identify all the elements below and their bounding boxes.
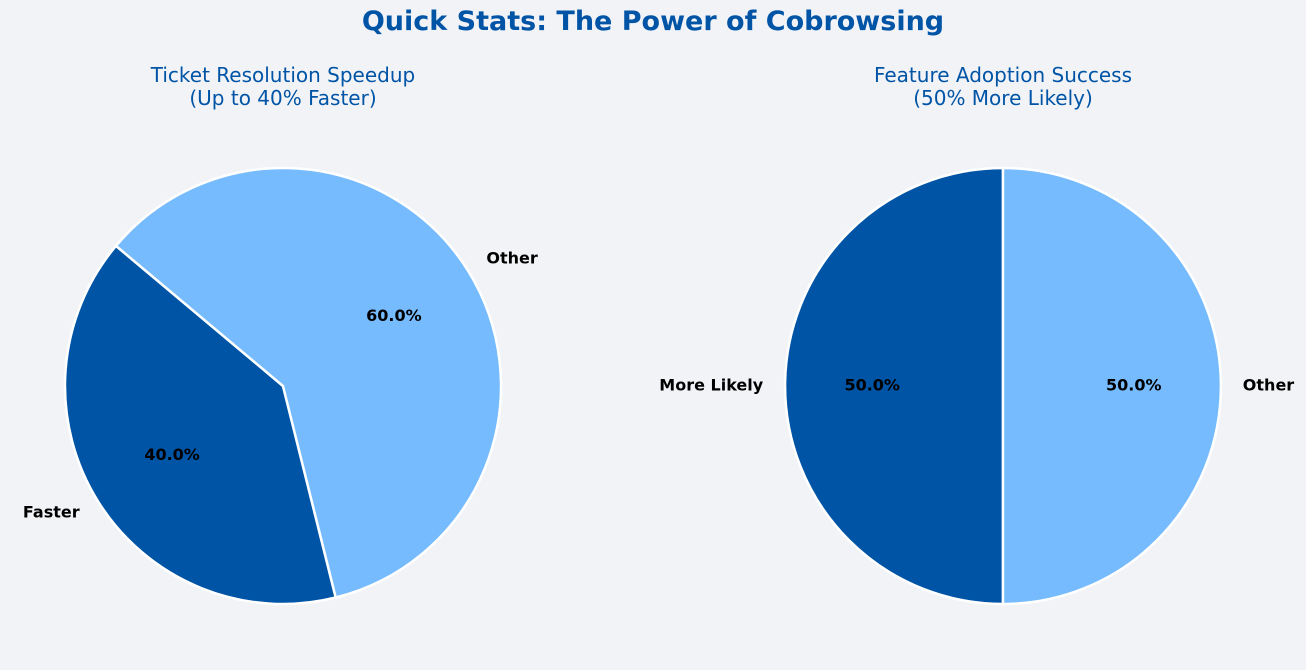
pie-slice-more-likely: [783, 166, 1005, 606]
slice-label-faster: Faster: [23, 503, 80, 522]
pie-slice-faster: [63, 244, 337, 606]
percent-label-other: 50.0%: [1106, 376, 1162, 395]
slice-label-other: Other: [486, 248, 537, 267]
pie-slice-other: [114, 166, 503, 599]
chart-title: Ticket Resolution Speedup (Up to 40% Fast…: [150, 63, 415, 110]
percent-label-faster: 40.0%: [144, 445, 200, 464]
slice-label-more-likely: More Likely: [659, 376, 763, 395]
feature-adoption-pie: Feature Adoption Success (50% More Likely…: [659, 63, 1294, 606]
percent-label-other: 60.0%: [366, 306, 422, 325]
pie-slice-other: [1001, 166, 1223, 606]
slice-label-other: Other: [1243, 376, 1294, 395]
ticket-resolution-pie: Ticket Resolution Speedup (Up to 40% Fast…: [23, 63, 538, 606]
percent-label-more-likely: 50.0%: [844, 376, 900, 395]
figure-title: Quick Stats: The Power of Cobrowsing: [361, 6, 945, 37]
chart-title: Feature Adoption Success (50% More Likely…: [874, 63, 1132, 110]
